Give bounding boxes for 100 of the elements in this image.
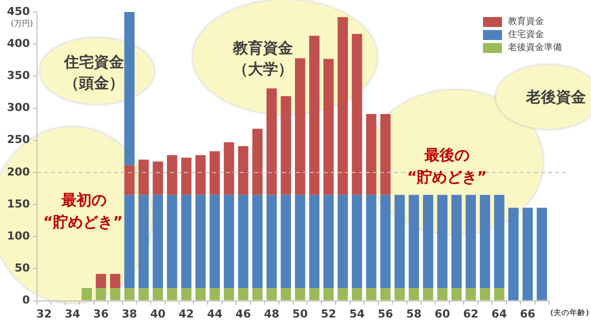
bar — [338, 288, 348, 300]
bar — [96, 288, 106, 300]
bar — [238, 146, 248, 195]
bar — [195, 155, 206, 195]
bar — [224, 194, 234, 288]
bar — [451, 288, 462, 300]
x-tick-label: 44 — [207, 307, 223, 320]
legend-label: 住宅資金 — [507, 28, 545, 41]
annotation: 住宅資金 — [64, 52, 124, 72]
x-tick-label: 48 — [264, 307, 280, 320]
bar — [480, 288, 490, 300]
bar — [124, 12, 135, 166]
bar — [366, 194, 376, 288]
y-tick-label: 450 — [6, 4, 30, 18]
annotation: 最初の — [62, 190, 106, 210]
bar — [110, 274, 120, 288]
bar — [266, 88, 277, 195]
x-tick-label: 66 — [520, 307, 536, 320]
bar — [466, 194, 476, 288]
bar — [181, 194, 192, 288]
bar — [422, 194, 434, 288]
bar — [238, 194, 248, 288]
bar — [82, 288, 92, 300]
bar — [494, 194, 504, 288]
x-tick-label: 56 — [378, 307, 394, 320]
y-tick-label: 0 — [22, 294, 30, 307]
bar — [352, 194, 362, 288]
x-tick-label: 54 — [349, 307, 365, 320]
y-axis-title: (万円) — [10, 19, 33, 28]
annotation: “貯めどき” — [407, 167, 487, 187]
bar — [294, 288, 306, 300]
bar — [508, 208, 519, 300]
bar — [252, 288, 263, 300]
y-tick-label: 50 — [14, 262, 30, 275]
bar — [352, 288, 362, 300]
bar — [466, 288, 476, 300]
bar — [380, 288, 391, 300]
legend-label: 教育資金 — [507, 15, 545, 28]
bar — [352, 34, 362, 195]
bar — [266, 194, 277, 288]
bar — [380, 194, 391, 288]
legend-label: 老後資金準備 — [507, 42, 562, 54]
y-tick-label: 400 — [6, 36, 30, 50]
bar — [422, 288, 434, 300]
bar — [124, 288, 135, 300]
bar — [280, 288, 292, 300]
x-tick-label: 60 — [434, 307, 450, 320]
bar — [309, 194, 320, 288]
bar — [480, 194, 490, 288]
bar — [166, 155, 178, 195]
bar — [124, 165, 135, 195]
x-tick-label: 34 — [64, 307, 81, 320]
bar — [210, 288, 220, 300]
y-tick-label: 350 — [6, 69, 30, 82]
bar — [138, 288, 149, 300]
y-tick-label: 200 — [6, 165, 30, 178]
bar — [280, 96, 292, 195]
bar — [224, 288, 234, 300]
bar — [152, 162, 163, 195]
bar — [166, 194, 178, 288]
bar — [181, 288, 192, 300]
annotation: 老後資金 — [526, 87, 586, 107]
annotation: （頭金） — [64, 73, 124, 93]
bar — [166, 288, 178, 300]
y-tick-label: 300 — [6, 101, 30, 114]
bar — [210, 151, 220, 195]
bar — [195, 288, 206, 300]
x-tick-label: 32 — [36, 307, 52, 320]
bar — [266, 288, 277, 300]
bar — [494, 288, 504, 300]
y-tick-label: 150 — [6, 197, 30, 210]
x-tick-label: 58 — [406, 307, 422, 320]
bar — [238, 288, 248, 300]
bar — [138, 194, 149, 288]
bar — [294, 194, 306, 288]
x-tick-label: 62 — [463, 307, 478, 320]
bar — [394, 194, 405, 288]
bar — [437, 288, 448, 300]
bar — [338, 194, 348, 288]
x-tick-label: 40 — [150, 307, 166, 320]
bar — [536, 208, 548, 300]
x-tick-label: 52 — [320, 307, 336, 320]
bar — [138, 160, 149, 195]
bar — [366, 114, 376, 195]
bar — [252, 128, 263, 195]
bar — [96, 274, 106, 288]
bar — [366, 288, 376, 300]
bar — [152, 288, 163, 300]
bar — [309, 36, 320, 195]
bar — [152, 194, 163, 288]
bar — [294, 58, 306, 195]
bar — [124, 194, 135, 288]
bar — [323, 194, 334, 288]
x-tick-label: 38 — [122, 307, 138, 320]
annotation: 教育資金 — [233, 38, 293, 58]
bar — [110, 288, 120, 300]
bar — [224, 142, 234, 195]
x-tick-label: 42 — [178, 307, 194, 320]
bar — [323, 288, 334, 300]
y-tick-label: 100 — [6, 229, 30, 242]
